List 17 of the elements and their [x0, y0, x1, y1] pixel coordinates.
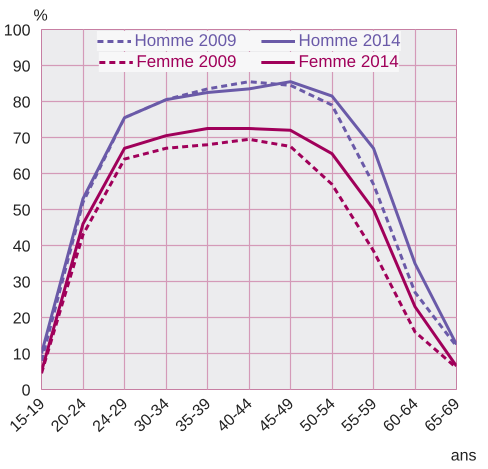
legend-label: Homme 2009 [134, 31, 236, 51]
y-tick-label: 50 [12, 202, 31, 220]
y-tick-label: 40 [12, 238, 31, 256]
y-tick-label: 100 [4, 22, 31, 40]
legend-label: Homme 2014 [298, 31, 401, 51]
y-tick-label: 60 [12, 166, 31, 184]
legend-label: Femme 2014 [298, 52, 399, 72]
y-axis-title: % [34, 8, 48, 24]
y-tick-label: 20 [12, 310, 31, 328]
y-tick-label: 80 [12, 94, 31, 112]
y-tick-label: 0 [22, 382, 31, 400]
y-tick-label: 70 [12, 130, 31, 148]
y-tick-label: 30 [12, 274, 31, 292]
x-axis-title: ans [450, 448, 476, 464]
y-tick-label: 10 [12, 346, 31, 364]
y-tick-label: 90 [12, 58, 31, 76]
legend-label: Femme 2009 [136, 52, 236, 72]
